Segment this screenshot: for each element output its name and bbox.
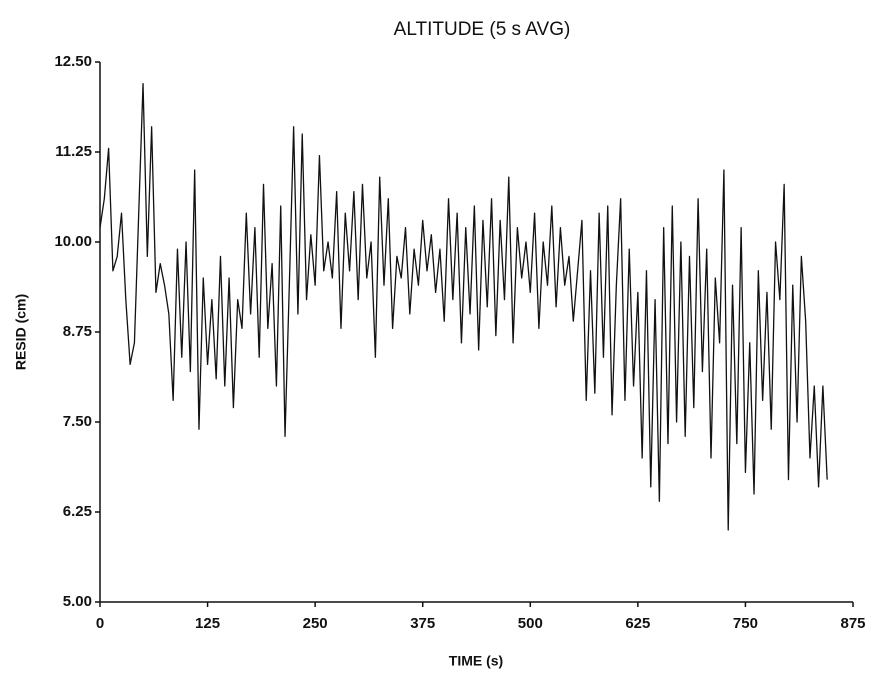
y-tick-label: 5.00 <box>63 593 92 610</box>
y-tick-label: 7.50 <box>63 413 92 430</box>
x-tick-label: 500 <box>518 615 543 632</box>
y-tick-label: 11.25 <box>55 143 92 160</box>
x-tick-label: 125 <box>195 615 220 632</box>
data-line <box>99 82 828 531</box>
x-tick-label: 875 <box>840 615 865 632</box>
x-tick-label: 250 <box>303 615 328 632</box>
x-axis-label: TIME (s) <box>449 653 503 669</box>
x-tick-label: 625 <box>625 615 650 632</box>
x-tick-label: 0 <box>96 615 104 632</box>
y-tick-label: 8.75 <box>63 323 92 340</box>
y-axis-label: RESID (cm) <box>13 294 29 370</box>
y-tick-label: 12.50 <box>54 53 92 70</box>
x-tick-label: 375 <box>410 615 435 632</box>
x-tick-label: 750 <box>733 615 758 632</box>
y-tick-label: 10.00 <box>54 233 92 250</box>
y-tick-label: 6.25 <box>63 503 92 520</box>
chart-title: ALTITUDE (5 s AVG) <box>394 19 571 40</box>
